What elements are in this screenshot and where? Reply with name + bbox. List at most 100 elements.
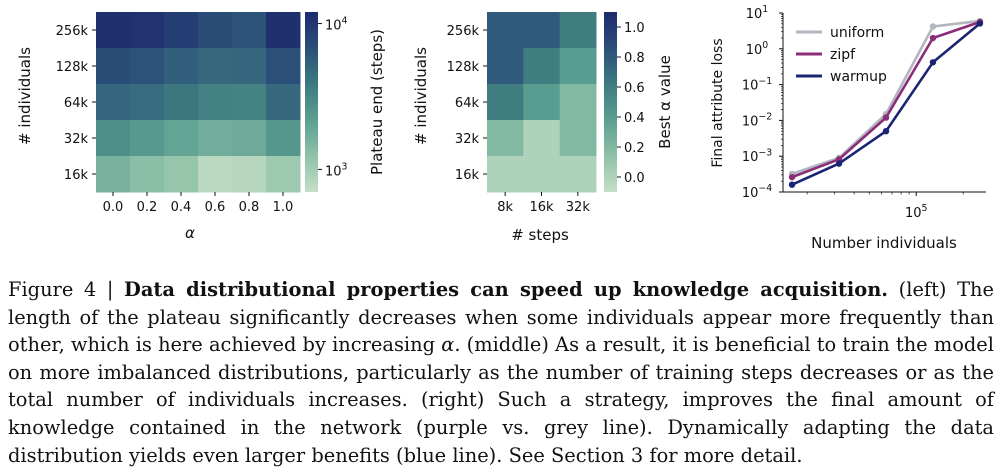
x-tick-label: 8k — [497, 200, 513, 215]
heatmap-cell — [164, 12, 199, 49]
heatmap-cell — [523, 156, 561, 193]
legend-label-zipf: zipf — [830, 47, 856, 63]
y-tick-label: 101 — [746, 4, 769, 22]
y-tick-label: 10−4 — [742, 183, 772, 201]
figure-caption: Figure 4 | Data distributional propertie… — [8, 276, 994, 469]
colorbar — [305, 12, 318, 192]
y-tick-label: 10−3 — [742, 147, 772, 165]
heatmap-cell — [559, 48, 597, 85]
heatmap-cell — [487, 156, 524, 193]
colorbar-tick-label: 0.8 — [624, 51, 645, 66]
data-point-warmup — [929, 59, 937, 66]
y-tick-label: 100 — [746, 40, 769, 58]
y-tick-label: 64k — [455, 96, 480, 111]
heatmap-cells — [487, 12, 597, 193]
heatmap-cell — [198, 156, 233, 193]
heatmap-cell — [559, 156, 597, 193]
y-tick-label: 32k — [455, 132, 480, 147]
heatmap-cell — [198, 12, 233, 49]
heatmap-cell — [523, 12, 561, 49]
data-point-zipf — [882, 114, 890, 121]
heatmap-best-alpha: 8k 16k 32k 256k 128k 64k 32k 16k # steps # ind… — [412, 12, 674, 244]
heatmap-cell — [96, 156, 131, 193]
y-tick-label: 256k — [56, 24, 89, 39]
colorbar-tick-label: 0.4 — [624, 111, 645, 126]
y-tick-label: 256k — [447, 24, 480, 39]
heatmap-cell — [523, 84, 561, 121]
x-tick-label: 0.4 — [171, 200, 192, 215]
series-line-uniform — [791, 19, 981, 176]
colorbar-tick-label: 104 — [325, 16, 348, 34]
heatmap-cell — [523, 120, 561, 157]
colorbar-ticks: 1.0 0.8 0.6 0.4 0.2 0.0 — [617, 21, 645, 186]
heatmap-cell — [487, 12, 524, 49]
y-axis-label: # individuals — [16, 47, 34, 145]
series-lines — [788, 17, 984, 188]
heatmap-cell — [487, 120, 524, 157]
colorbar-tick-label: 0.2 — [624, 141, 645, 156]
x-tick-label: 32k — [566, 200, 591, 215]
y-tick-label: 128k — [56, 60, 89, 75]
heatmap-cell — [232, 120, 267, 157]
legend-label-uniform: uniform — [830, 25, 884, 41]
colorbar-label: Plateau end (steps) — [368, 29, 386, 175]
x-tick-label: 16k — [529, 200, 554, 215]
heatmap-cell — [130, 156, 165, 193]
x-tick-label: 0.8 — [239, 200, 260, 215]
data-point-zipf — [929, 34, 937, 42]
colorbar-label: Best α value — [656, 55, 674, 149]
x-tick-label: 0.0 — [103, 200, 124, 215]
data-point-zipf — [788, 173, 796, 181]
heatmap-cell — [266, 120, 301, 157]
heatmap-cell — [559, 12, 597, 49]
series-line-warmup — [791, 22, 981, 186]
heatmap-cell — [487, 48, 524, 85]
data-point-warmup — [788, 181, 796, 188]
heatmap-cell — [266, 12, 301, 49]
caption-alpha: α — [441, 333, 455, 357]
x-tick-labels: 0.0 0.2 0.4 0.6 0.8 1.0 — [103, 192, 294, 215]
heatmap-cell — [266, 156, 301, 193]
y-tick-label: 32k — [64, 132, 89, 147]
x-tick-labels: 8k 16k 32k — [497, 192, 590, 215]
figure: 0.0 0.2 0.4 0.6 0.8 1.0 256k 128k 64k 32k 16k α #… — [16, 4, 986, 252]
caption-title: Data distributional properties can speed… — [124, 278, 889, 301]
y-axis-label: # individuals — [412, 47, 430, 145]
x-axis-label: Number individuals — [811, 234, 957, 252]
heatmap-cell — [523, 48, 561, 85]
caption-text-2: . (middle) As a result, it is beneficial… — [8, 333, 994, 467]
data-point-warmup — [882, 127, 890, 135]
legend: uniform zipf warmup — [796, 25, 887, 85]
y-tick-label: 16k — [64, 168, 89, 183]
colorbar-ticks: 104 103 — [318, 16, 348, 179]
x-tick-label: 105 — [905, 203, 928, 221]
heatmap-cell — [198, 84, 233, 121]
heatmap-cell — [232, 48, 267, 85]
axes — [782, 13, 986, 193]
heatmap-cell — [96, 48, 131, 85]
y-tick-label: 64k — [64, 96, 89, 111]
y-tick-label: 10−1 — [742, 76, 772, 94]
y-tick-labels: 256k 128k 64k 32k 16k — [447, 24, 487, 183]
x-axis-label: α — [185, 224, 195, 242]
y-tick-label: 16k — [455, 168, 480, 183]
heatmap-cell — [130, 84, 165, 121]
x-tick-label: 1.0 — [273, 200, 294, 215]
heatmap-cell — [96, 84, 131, 121]
data-point-warmup — [976, 20, 984, 27]
heatmap-cell — [164, 84, 199, 121]
heatmap-cell — [559, 120, 597, 157]
x-tick-label: 0.6 — [205, 200, 226, 215]
heatmap-cell — [198, 48, 233, 85]
heatmap-cell — [164, 156, 199, 193]
heatmap-cells — [96, 12, 301, 193]
heatmap-plateau-end: 0.0 0.2 0.4 0.6 0.8 1.0 256k 128k 64k 32k 16k α #… — [16, 12, 386, 242]
colorbar — [604, 12, 617, 192]
heatmap-cell — [559, 84, 597, 121]
heatmap-cell — [164, 48, 199, 85]
heatmap-cell — [198, 120, 233, 157]
heatmap-cell — [266, 84, 301, 121]
heatmap-cell — [232, 156, 267, 193]
heatmap-cell — [130, 12, 165, 49]
x-axis-label: # steps — [511, 226, 569, 244]
